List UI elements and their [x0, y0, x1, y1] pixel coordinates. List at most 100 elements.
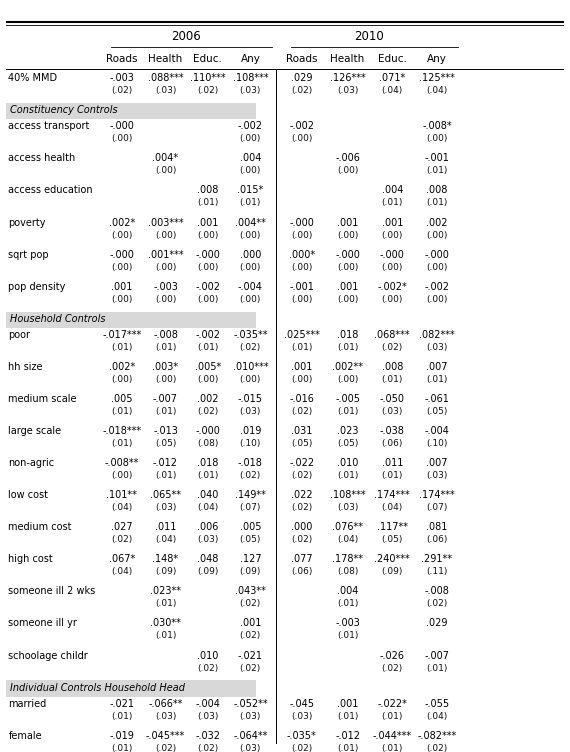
Text: (.00): (.00) [197, 262, 219, 271]
Text: .003***: .003*** [148, 217, 184, 228]
Text: (.02): (.02) [291, 407, 312, 416]
Text: (.00): (.00) [337, 295, 359, 304]
Text: (.02): (.02) [197, 663, 218, 672]
Text: (.05): (.05) [155, 439, 176, 448]
Text: 2010: 2010 [355, 31, 384, 44]
Text: -.044***: -.044*** [373, 731, 412, 741]
Text: (.02): (.02) [382, 663, 403, 672]
Text: -.002: -.002 [425, 282, 449, 292]
Text: .065**: .065** [150, 490, 181, 500]
Text: (.04): (.04) [337, 535, 358, 544]
Text: -.003: -.003 [335, 618, 360, 629]
Text: (.00): (.00) [426, 135, 447, 144]
Text: .117**: .117** [377, 523, 408, 532]
Text: .003*: .003* [152, 362, 178, 372]
Text: .076**: .076** [332, 523, 363, 532]
Text: 40% MMD: 40% MMD [9, 73, 58, 83]
Text: (.03): (.03) [197, 535, 219, 544]
Text: .048: .048 [197, 554, 219, 564]
Text: -.001: -.001 [425, 153, 449, 163]
Text: (.04): (.04) [426, 86, 447, 95]
Text: (.00): (.00) [155, 166, 176, 175]
Text: .001: .001 [337, 282, 359, 292]
Text: .019: .019 [239, 426, 261, 436]
Text: -.005: -.005 [335, 394, 360, 404]
Text: (.00): (.00) [239, 375, 261, 384]
Text: access transport: access transport [9, 121, 90, 132]
Text: (.00): (.00) [155, 231, 176, 240]
Text: .011: .011 [155, 523, 176, 532]
Text: (.01): (.01) [381, 199, 403, 208]
Text: (.01): (.01) [337, 407, 359, 416]
Text: .127: .127 [239, 554, 261, 564]
Text: -.000: -.000 [380, 250, 405, 259]
Text: .004*: .004* [152, 153, 178, 163]
Text: .006: .006 [197, 523, 219, 532]
Text: (.03): (.03) [197, 712, 219, 720]
Text: someone ill 2 wks: someone ill 2 wks [9, 587, 96, 596]
Text: -.007: -.007 [153, 394, 178, 404]
Text: (.01): (.01) [426, 199, 447, 208]
Text: .082***: .082*** [419, 330, 455, 340]
Text: (.03): (.03) [239, 712, 261, 720]
Text: .025***: .025*** [284, 330, 320, 340]
Text: .004: .004 [337, 587, 359, 596]
Text: (.05): (.05) [291, 439, 312, 448]
Text: -.000: -.000 [196, 250, 221, 259]
Text: .002*: .002* [109, 362, 135, 372]
Text: .110***: .110*** [190, 73, 226, 83]
Text: .149**: .149** [235, 490, 266, 500]
Text: (.04): (.04) [426, 712, 447, 720]
Text: (.02): (.02) [197, 407, 218, 416]
Text: .010***: .010*** [233, 362, 268, 372]
Text: 2006: 2006 [171, 31, 201, 44]
Text: (.03): (.03) [155, 503, 176, 512]
Text: -.064**: -.064** [233, 731, 267, 741]
Text: -.022*: -.022* [377, 699, 407, 709]
Text: (.01): (.01) [426, 375, 447, 384]
Text: .001***: .001*** [148, 250, 184, 259]
Text: .011: .011 [381, 458, 403, 468]
Text: .015*: .015* [237, 186, 263, 196]
Text: (.01): (.01) [426, 166, 447, 175]
Text: -.007: -.007 [425, 650, 449, 660]
Text: (.02): (.02) [240, 599, 261, 608]
Text: Health: Health [331, 54, 365, 64]
Text: (.03): (.03) [337, 503, 359, 512]
Text: (.03): (.03) [155, 86, 176, 95]
Text: Any: Any [427, 54, 447, 64]
Text: (.05): (.05) [381, 535, 403, 544]
Text: (.01): (.01) [155, 599, 176, 608]
Text: -.021: -.021 [109, 699, 135, 709]
Text: (.01): (.01) [111, 744, 133, 752]
Text: (.00): (.00) [111, 375, 133, 384]
Text: poverty: poverty [9, 217, 46, 228]
Text: .001: .001 [291, 362, 312, 372]
Text: .108***: .108*** [330, 490, 365, 500]
Text: -.004: -.004 [196, 699, 221, 709]
Text: (.08): (.08) [337, 567, 359, 576]
Text: (.02): (.02) [111, 535, 132, 544]
Text: .029: .029 [426, 618, 447, 629]
Text: low cost: low cost [9, 490, 48, 500]
Text: -.004: -.004 [238, 282, 263, 292]
Text: (.01): (.01) [111, 439, 133, 448]
Text: (.01): (.01) [197, 343, 219, 352]
Text: (.03): (.03) [337, 86, 359, 95]
Text: .068***: .068*** [374, 330, 410, 340]
Text: .001: .001 [337, 699, 359, 709]
Text: -.002: -.002 [238, 121, 263, 132]
Text: (.02): (.02) [240, 343, 261, 352]
Text: .040: .040 [197, 490, 219, 500]
Text: .008: .008 [381, 362, 403, 372]
Text: (.02): (.02) [291, 535, 312, 544]
Text: .148*: .148* [152, 554, 178, 564]
Text: access health: access health [9, 153, 76, 163]
Text: (.01): (.01) [155, 472, 176, 481]
Text: -.000: -.000 [196, 426, 221, 436]
Text: (.00): (.00) [239, 262, 261, 271]
Text: .023: .023 [337, 426, 359, 436]
Text: -.022: -.022 [289, 458, 314, 468]
Text: (.03): (.03) [381, 407, 403, 416]
Text: (.01): (.01) [291, 343, 312, 352]
